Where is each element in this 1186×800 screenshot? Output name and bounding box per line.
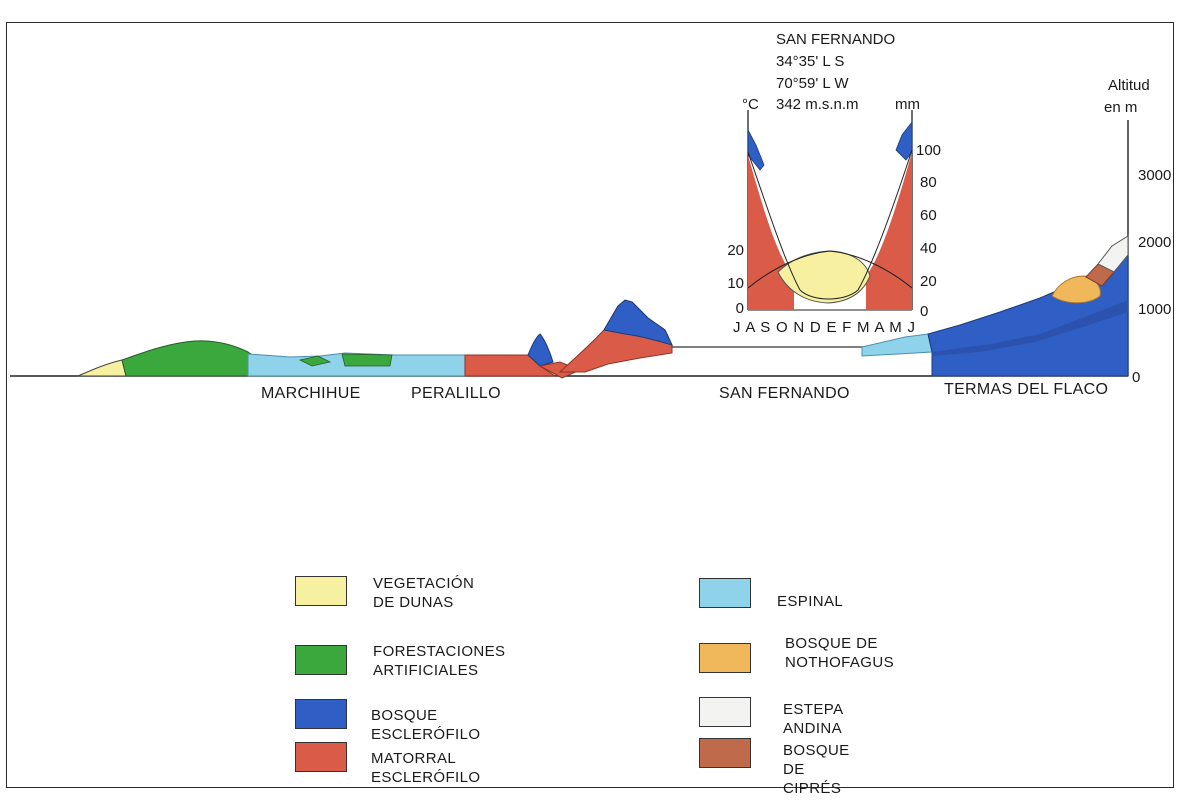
precipitation-unit: mm <box>895 96 920 113</box>
legend-swatch-artificial-forestation <box>295 645 347 675</box>
climate-precip-right <box>866 152 912 310</box>
precip-tick-60: 60 <box>920 207 937 224</box>
temp-tick-20: 20 <box>727 242 744 259</box>
station-altitude: 342 m.s.n.m <box>776 96 859 113</box>
altitude-tick-0: 0 <box>1132 369 1140 386</box>
profile-coastal-range-bosque <box>603 299 673 346</box>
profile-forestation-patch-2 <box>341 353 393 367</box>
station-longitude: 70°59' L W <box>776 75 849 92</box>
profile-andean-steppe <box>1097 235 1129 273</box>
legend-swatch-cipres <box>699 738 751 768</box>
precip-tick-100: 100 <box>916 142 941 159</box>
altitude-tick-2000: 2000 <box>1138 234 1171 251</box>
precip-tick-20: 20 <box>920 273 937 290</box>
legend-label-bosque-esclerofilo: BOSQUE ESCLERÓFILO <box>371 707 481 743</box>
legend-label-artificial-forestation: FORESTACIONES ARTIFICIALES <box>373 643 506 679</box>
legend-label-nothofagus: BOSQUE DE NOTHOFAGUS <box>785 635 895 671</box>
legend-label-matorral-esclerofilo: MATORRAL ESCLERÓFILO <box>371 750 481 786</box>
profile-matorral-peralillo <box>464 354 557 377</box>
altitude-title-line2: en m <box>1104 99 1137 116</box>
profile-espinal-andes-foot <box>861 333 933 357</box>
profile-bosque-small-peak <box>527 333 554 367</box>
profile-andes-lower-slope <box>932 300 1128 356</box>
place-label-termas-del-flaco: TERMAS DEL FLACO <box>944 381 1108 398</box>
climate-precip-curve <box>747 149 913 300</box>
altitude-title-line1: Altitud <box>1108 77 1150 94</box>
station-name: SAN FERNANDO <box>776 31 895 48</box>
temp-tick-10: 10 <box>727 275 744 292</box>
place-label-san-fernando: SAN FERNANDO <box>719 385 850 402</box>
profile-forestation-patch-1 <box>298 355 332 367</box>
legend-label-dune-vegetation: VEGETACIÓN DE DUNAS <box>373 575 475 611</box>
temp-tick-0: 0 <box>736 300 744 317</box>
place-label-peralillo: PERALILLO <box>411 385 501 402</box>
legend-swatch-espinal <box>699 578 751 608</box>
legend-swatch-bosque-esclerofilo <box>295 699 347 729</box>
altitude-tick-3000: 3000 <box>1138 167 1171 184</box>
climate-temp-curve <box>747 250 913 289</box>
figure-frame <box>6 22 1174 788</box>
legend-swatch-matorral-esclerofilo <box>295 742 347 772</box>
climate-humid-left <box>747 129 765 171</box>
legend-swatch-nothofagus <box>699 643 751 673</box>
profile-artificial-forestation <box>121 340 261 377</box>
climate-humid-right <box>895 120 913 161</box>
precip-tick-40: 40 <box>920 240 937 257</box>
climate-dry-season <box>777 250 871 304</box>
profile-dune-vegetation <box>77 359 127 377</box>
legend-label-cipres: BOSQUE DE CIPRÉS <box>783 742 850 797</box>
altitude-tick-1000: 1000 <box>1138 301 1171 318</box>
legend-label-andean-steppe: ESTEPA ANDINA <box>783 701 843 737</box>
climate-month-labels: J A S O N D E F M A M J <box>733 319 915 336</box>
precip-tick-80: 80 <box>920 174 937 191</box>
temperature-unit: °C <box>742 96 759 113</box>
station-latitude: 34°35' L S <box>776 53 844 70</box>
place-label-marchihue: MARCHIHUE <box>261 385 361 402</box>
precip-tick-0: 0 <box>920 303 928 320</box>
legend-swatch-dune-vegetation <box>295 576 347 606</box>
legend-label-espinal: ESPINAL <box>777 593 844 610</box>
climate-precip-left <box>748 155 794 310</box>
legend-swatch-andean-steppe <box>699 697 751 727</box>
